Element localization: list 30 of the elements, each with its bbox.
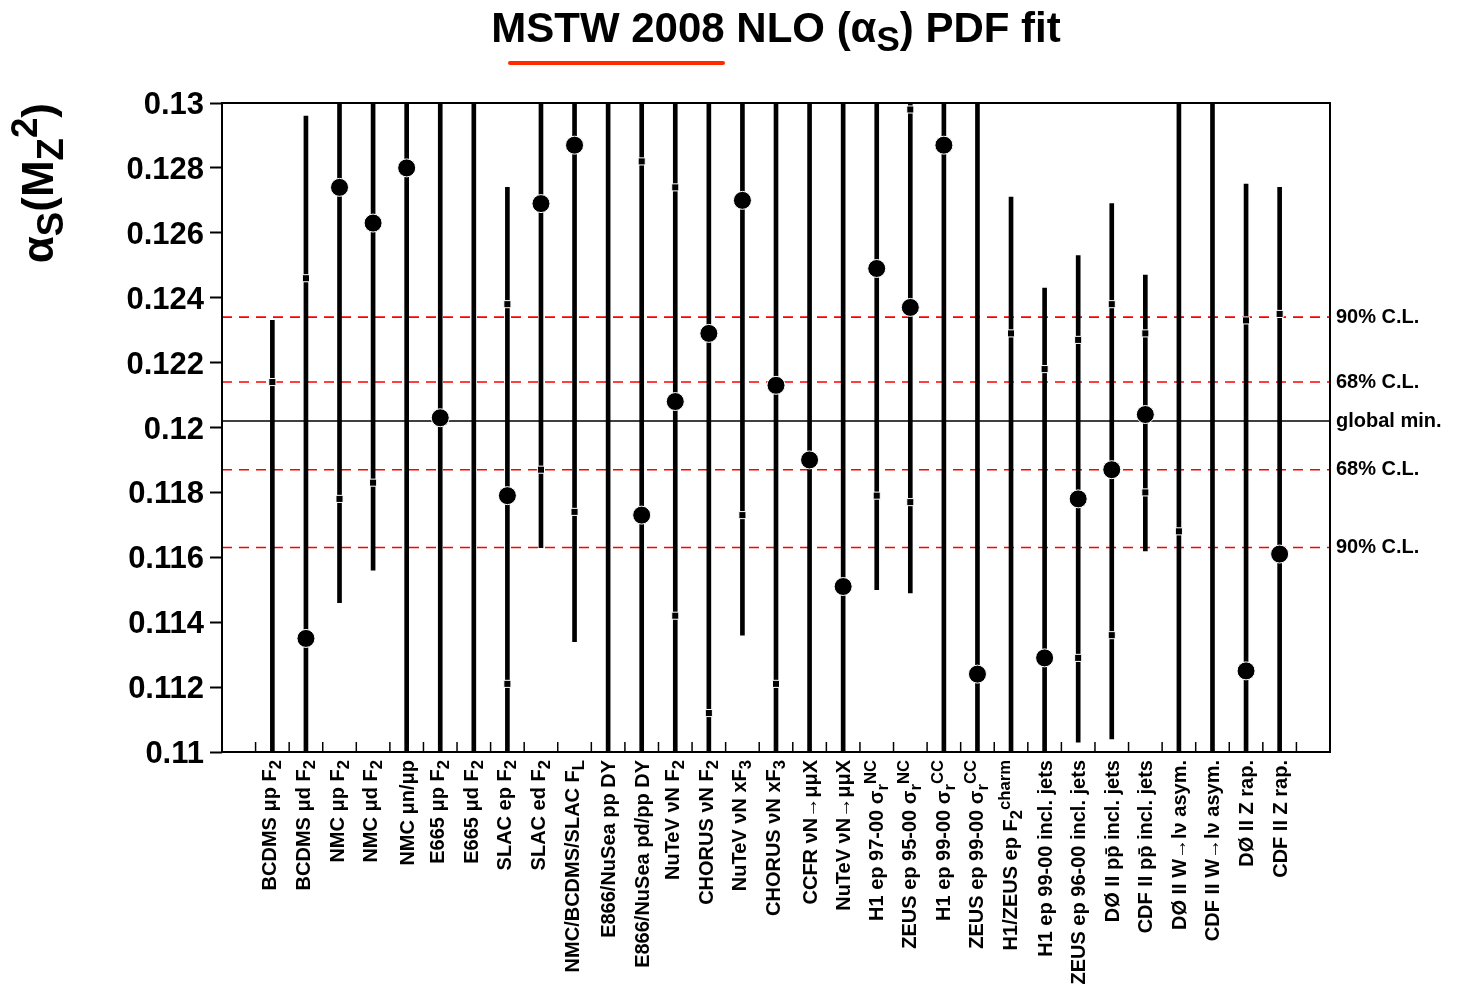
y-tick-label: 0.128 xyxy=(126,150,204,186)
x-tick-label: ZEUS ep 96-00 incl. jets xyxy=(1066,760,1091,984)
x-tick-label: CDF II W→lν asym. xyxy=(1200,760,1225,942)
x-tick-label: E866/NuSea pp DY xyxy=(596,760,621,938)
x-tick-label: CCFR νN→μμX xyxy=(797,760,822,905)
x-tick-label: NuTeV νN→μμX xyxy=(831,760,856,911)
x-tick-label: CDF II Z rap. xyxy=(1267,760,1292,878)
y-tick-label: 0.122 xyxy=(126,345,204,381)
y-tick-label: 0.126 xyxy=(126,215,204,251)
x-tick-label: NMC μn/μp xyxy=(394,760,419,866)
x-tick-label: DØ II Z rap. xyxy=(1234,760,1259,867)
y-tick-label: 0.116 xyxy=(128,540,204,576)
x-tick-label: DØ II W→lν asym. xyxy=(1166,760,1191,931)
x-tick-label: CDF II pp̄ incl. jets xyxy=(1133,760,1158,934)
y-tick-label: 0.124 xyxy=(126,280,205,316)
y-tick-label: 0.11 xyxy=(145,735,204,770)
y-tick-label: 0.112 xyxy=(128,670,204,706)
ref-line-label: global min. xyxy=(1336,408,1442,431)
chart-title: MSTW 2008 NLO (α$_{S}$) PDF fit xyxy=(491,4,1061,59)
y-tick-label: 0.13 xyxy=(143,86,204,121)
x-tick-label: H1 ep 99-00 incl. jets xyxy=(1032,760,1057,957)
x-tick-label: DØ II pp̄ incl. jets xyxy=(1099,760,1124,923)
x-tick-label: E866/NuSea pd/pp DY xyxy=(629,760,654,968)
y-tick-label: 0.114 xyxy=(128,605,205,641)
ref-line-label: 90% C.L. xyxy=(1336,535,1420,558)
y-tick-label: 0.118 xyxy=(128,475,204,511)
y-tick-label: 0.12 xyxy=(143,410,204,446)
ref-line-label: 68% C.L. xyxy=(1336,457,1420,480)
ref-line-label: 68% C.L. xyxy=(1336,369,1420,392)
ref-line-label: 90% C.L. xyxy=(1336,304,1420,327)
